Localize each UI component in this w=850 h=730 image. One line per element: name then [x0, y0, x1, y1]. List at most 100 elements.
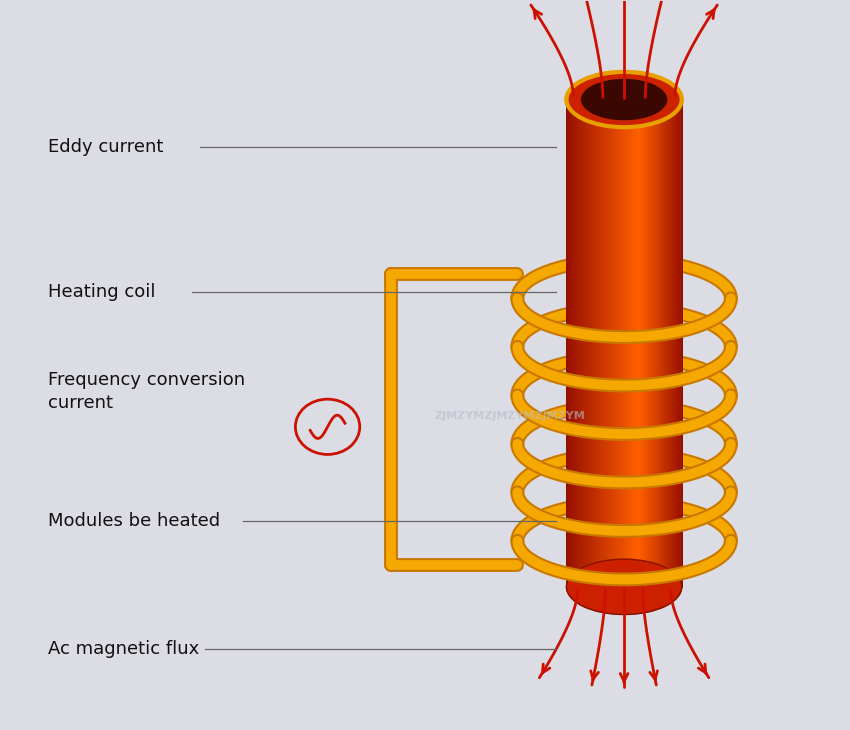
Polygon shape — [613, 99, 614, 587]
Polygon shape — [575, 99, 577, 587]
Ellipse shape — [566, 559, 682, 615]
Polygon shape — [630, 99, 631, 587]
Polygon shape — [566, 99, 568, 587]
Polygon shape — [578, 99, 579, 587]
Polygon shape — [587, 99, 588, 587]
Polygon shape — [569, 99, 570, 587]
Polygon shape — [672, 99, 674, 587]
Polygon shape — [655, 99, 656, 587]
Ellipse shape — [566, 72, 682, 127]
Polygon shape — [650, 99, 652, 587]
Polygon shape — [624, 99, 626, 587]
Polygon shape — [616, 99, 617, 587]
Polygon shape — [581, 99, 582, 587]
Polygon shape — [665, 99, 666, 587]
Ellipse shape — [581, 79, 667, 120]
Polygon shape — [637, 99, 638, 587]
Circle shape — [296, 399, 360, 455]
Polygon shape — [668, 99, 669, 587]
Polygon shape — [658, 99, 659, 587]
Polygon shape — [626, 99, 627, 587]
Polygon shape — [634, 99, 636, 587]
Polygon shape — [626, 99, 627, 587]
Polygon shape — [597, 99, 598, 587]
Polygon shape — [649, 99, 650, 587]
Polygon shape — [669, 99, 670, 587]
Polygon shape — [670, 99, 672, 587]
Text: ZJMZYMZJMZYMZJMZYM: ZJMZYMZJMZYMZJMZYM — [434, 411, 585, 421]
Polygon shape — [588, 99, 590, 587]
Polygon shape — [587, 99, 588, 587]
Polygon shape — [592, 99, 593, 587]
Text: Modules be heated: Modules be heated — [48, 512, 220, 531]
Polygon shape — [620, 99, 622, 587]
Polygon shape — [665, 99, 666, 587]
Polygon shape — [600, 99, 601, 587]
Polygon shape — [647, 99, 649, 587]
Polygon shape — [655, 99, 656, 587]
Polygon shape — [656, 99, 658, 587]
Polygon shape — [568, 99, 569, 587]
Polygon shape — [601, 99, 602, 587]
Polygon shape — [615, 99, 616, 587]
Polygon shape — [650, 99, 652, 587]
Polygon shape — [590, 99, 591, 587]
Polygon shape — [615, 99, 616, 587]
Polygon shape — [604, 99, 606, 587]
Text: Eddy current: Eddy current — [48, 138, 163, 155]
Polygon shape — [575, 99, 577, 587]
Polygon shape — [598, 99, 600, 587]
Polygon shape — [624, 99, 626, 587]
Polygon shape — [581, 99, 582, 587]
Polygon shape — [675, 99, 676, 587]
Polygon shape — [572, 99, 574, 587]
Polygon shape — [607, 99, 608, 587]
Polygon shape — [653, 99, 654, 587]
Polygon shape — [602, 99, 604, 587]
Polygon shape — [642, 99, 643, 587]
Polygon shape — [632, 99, 633, 587]
Polygon shape — [572, 99, 574, 587]
Polygon shape — [640, 99, 642, 587]
Polygon shape — [584, 99, 585, 587]
Polygon shape — [637, 99, 638, 587]
Polygon shape — [645, 99, 646, 587]
Polygon shape — [578, 99, 579, 587]
Polygon shape — [595, 99, 597, 587]
Polygon shape — [662, 99, 663, 587]
Polygon shape — [622, 99, 623, 587]
Polygon shape — [610, 99, 611, 587]
Polygon shape — [640, 99, 642, 587]
Polygon shape — [670, 99, 672, 587]
Polygon shape — [566, 99, 568, 587]
Polygon shape — [584, 99, 585, 587]
Polygon shape — [604, 99, 606, 587]
Polygon shape — [663, 99, 665, 587]
Polygon shape — [601, 99, 602, 587]
Polygon shape — [676, 99, 677, 587]
Polygon shape — [654, 99, 655, 587]
Polygon shape — [568, 99, 569, 587]
Polygon shape — [574, 99, 575, 587]
Polygon shape — [659, 99, 660, 587]
Polygon shape — [678, 99, 679, 587]
Polygon shape — [676, 99, 677, 587]
Polygon shape — [631, 99, 632, 587]
Polygon shape — [677, 99, 678, 587]
Polygon shape — [592, 99, 593, 587]
Polygon shape — [639, 99, 640, 587]
Polygon shape — [643, 99, 645, 587]
Polygon shape — [675, 99, 676, 587]
Polygon shape — [616, 99, 617, 587]
Polygon shape — [656, 99, 658, 587]
Polygon shape — [617, 99, 618, 587]
Polygon shape — [611, 99, 613, 587]
Ellipse shape — [566, 72, 682, 127]
Polygon shape — [649, 99, 650, 587]
Polygon shape — [582, 99, 584, 587]
Polygon shape — [600, 99, 601, 587]
Polygon shape — [646, 99, 647, 587]
Polygon shape — [618, 99, 620, 587]
Polygon shape — [591, 99, 592, 587]
Polygon shape — [618, 99, 620, 587]
